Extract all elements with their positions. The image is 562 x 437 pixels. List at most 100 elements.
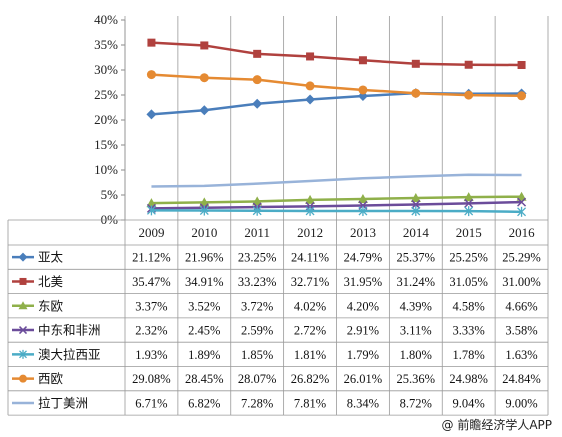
- data-label: 26.82%: [291, 372, 330, 386]
- legend-series-name: 澳大拉西亚: [38, 347, 101, 362]
- data-point: [199, 197, 210, 207]
- data-label: 3.37%: [135, 299, 167, 313]
- data-label: 2.59%: [241, 324, 273, 338]
- data-point: [199, 73, 209, 83]
- data-label: 25.37%: [397, 251, 436, 265]
- data-label: 28.45%: [185, 372, 224, 386]
- data-label: 29.08%: [132, 372, 171, 386]
- data-label: 2.32%: [135, 324, 167, 338]
- data-label: 28.07%: [238, 372, 277, 386]
- legend-series-name: 亚太: [38, 250, 64, 265]
- data-label: 33.23%: [238, 275, 277, 289]
- y-tick-label: 20%: [94, 112, 118, 127]
- footer-credit: @ 前瞻经济学人APP: [442, 416, 553, 433]
- data-point: [146, 70, 156, 80]
- x-category-label: 2016: [509, 225, 536, 240]
- data-label: 6.71%: [135, 396, 167, 410]
- data-label: 24.98%: [449, 372, 488, 386]
- legend-series-name: 东欧: [38, 298, 64, 313]
- data-point: [517, 91, 527, 101]
- data-point: [147, 38, 156, 47]
- legend-key-marker: [19, 374, 27, 383]
- x-category-label: 2013: [350, 225, 376, 240]
- legend-series-name: 北美: [38, 274, 63, 289]
- data-point: [516, 191, 527, 201]
- legend-key-marker: [18, 326, 28, 335]
- series-line: [151, 41, 522, 67]
- series-line: [151, 73, 522, 98]
- data-label: 4.20%: [347, 299, 379, 313]
- series-4: [146, 205, 527, 217]
- data-point: [146, 109, 157, 120]
- legend-key-marker: [18, 252, 28, 262]
- y-tick-label: 30%: [94, 62, 118, 77]
- data-label: 25.29%: [502, 251, 541, 265]
- data-label: 23.25%: [238, 251, 277, 265]
- legend-series-name: 西欧: [38, 371, 64, 386]
- data-label: 3.58%: [505, 324, 537, 338]
- data-label: 4.39%: [400, 299, 432, 313]
- data-label: 24.11%: [291, 251, 329, 265]
- series-line: [151, 195, 522, 205]
- x-category-label: 2009: [138, 225, 164, 240]
- data-label: 8.34%: [347, 396, 379, 410]
- series-line: [151, 209, 522, 214]
- data-label: 1.78%: [453, 348, 485, 362]
- data-point: [358, 206, 368, 217]
- data-point: [252, 205, 262, 216]
- x-category-label: 2010: [191, 225, 217, 240]
- series-1: [147, 38, 526, 69]
- data-label: 31.05%: [449, 275, 488, 289]
- footer-text: @ 前瞻经济学人APP: [441, 418, 553, 432]
- data-point: [464, 198, 474, 208]
- data-label: 9.00%: [505, 396, 537, 410]
- data-label: 24.79%: [344, 251, 383, 265]
- x-category-label: 2011: [244, 225, 270, 240]
- data-point: [357, 194, 368, 203]
- legend-key-marker: [18, 301, 28, 310]
- legend-key-marker: [19, 277, 27, 285]
- y-tick-label: 0%: [101, 212, 119, 227]
- data-label: 25.36%: [397, 372, 436, 386]
- data-label: 34.91%: [185, 275, 224, 289]
- data-label: 35.47%: [132, 275, 171, 289]
- data-label: 6.82%: [188, 396, 220, 410]
- data-label: 8.72%: [400, 396, 432, 410]
- data-label: 1.85%: [241, 348, 273, 362]
- data-label: 31.95%: [344, 275, 383, 289]
- data-label: 32.71%: [291, 275, 330, 289]
- data-point: [305, 94, 316, 105]
- data-label: 1.80%: [400, 348, 432, 362]
- data-label: 1.81%: [294, 348, 326, 362]
- series-2: [146, 191, 527, 208]
- data-label: 4.66%: [505, 299, 537, 313]
- x-category-label: 2012: [297, 225, 323, 240]
- x-category-label: 2014: [403, 225, 430, 240]
- data-label: 3.33%: [453, 324, 485, 338]
- data-label: 25.25%: [449, 251, 488, 265]
- data-label: 9.04%: [453, 396, 485, 410]
- data-point: [306, 52, 315, 61]
- data-point: [358, 85, 368, 95]
- y-tick-label: 25%: [94, 87, 118, 102]
- data-point: [305, 81, 315, 91]
- data-label: 3.72%: [241, 299, 273, 313]
- data-point: [146, 205, 156, 216]
- data-point: [358, 56, 367, 65]
- data-label: 31.24%: [397, 275, 436, 289]
- data-label: 1.79%: [347, 348, 379, 362]
- data-point: [199, 205, 209, 216]
- data-point: [252, 98, 263, 109]
- y-tick-label: 35%: [94, 37, 118, 52]
- series-5: [146, 70, 527, 101]
- data-label: 1.63%: [505, 348, 537, 362]
- data-label: 3.52%: [188, 299, 220, 313]
- data-label: 1.93%: [135, 348, 167, 362]
- data-point: [199, 105, 210, 116]
- data-label: 7.28%: [241, 396, 273, 410]
- data-label: 2.45%: [188, 324, 220, 338]
- data-point: [463, 192, 474, 202]
- data-point: [410, 193, 421, 203]
- data-point: [411, 59, 420, 68]
